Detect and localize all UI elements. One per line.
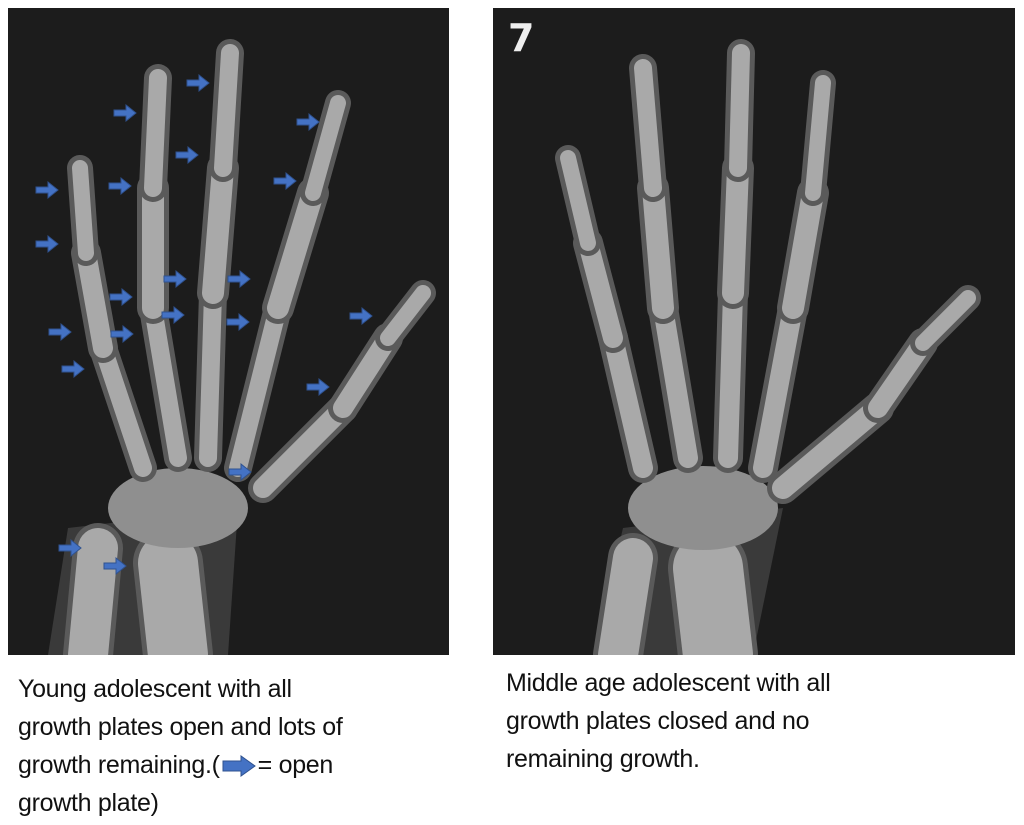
growth-plate-arrow-icon	[186, 73, 210, 93]
growth-plate-arrow-icon	[227, 269, 251, 289]
phalanx-bone	[229, 299, 287, 477]
carpal-bones	[628, 466, 778, 550]
phalanx-bone	[782, 182, 824, 319]
caption-line: growth plates open and lots of	[18, 713, 343, 741]
caption-line: Middle age adolescent with all	[506, 669, 831, 697]
forearm-bone	[598, 538, 653, 655]
right-caption: Middle age adolescent with all growth pl…	[506, 664, 831, 778]
caption-line: growth remaining.( = open	[18, 746, 343, 784]
phalanx-bone	[305, 95, 346, 201]
growth-plate-arrow-icon	[110, 324, 134, 344]
phalanx-bone	[722, 157, 749, 304]
forearm-bone	[68, 528, 118, 655]
phalanx-bone	[267, 182, 324, 319]
caption-line: remaining growth.	[506, 745, 700, 773]
thumb-bone	[333, 328, 398, 418]
thumb-bone	[380, 285, 431, 346]
growth-plate-arrow-icon	[349, 306, 373, 326]
phalanx-bone	[72, 160, 94, 261]
phalanx-bone	[729, 44, 750, 177]
growth-plate-arrow-icon	[273, 171, 297, 191]
phalanx-bone	[634, 59, 662, 197]
phalanx-bone	[753, 298, 803, 478]
growth-plate-arrow-icon	[109, 287, 133, 307]
phalanx-bone	[560, 150, 596, 251]
growth-plate-arrow-icon	[61, 359, 85, 379]
caption-line: growth plates closed and no	[506, 707, 810, 735]
growth-plate-arrow-icon	[35, 180, 59, 200]
growth-plate-arrow-icon	[58, 538, 82, 558]
phalanx-bone	[642, 177, 674, 319]
caption-text: = open	[257, 751, 334, 779]
thumb-bone	[868, 333, 933, 418]
caption-text: growth remaining.(	[18, 751, 220, 779]
growth-plate-arrow-icon	[103, 556, 127, 576]
phalanx-bone	[603, 328, 653, 478]
phalanx-bone	[653, 298, 698, 468]
growth-plate-arrow-icon	[113, 103, 137, 123]
phalanx-bone	[214, 44, 239, 177]
growth-plate-arrow-icon	[228, 462, 252, 482]
phalanx-bone	[202, 157, 234, 304]
growth-plate-arrow-icon	[296, 112, 320, 132]
growth-plate-arrow-icon	[175, 145, 199, 165]
growth-plate-arrow-icon	[226, 312, 250, 332]
hand-xray-image	[555, 39, 981, 655]
growth-plate-arrow-icon	[48, 322, 72, 342]
left-caption: Young adolescent with all growth plates …	[18, 670, 343, 822]
phalanx-bone	[805, 75, 831, 201]
caption-line: Young adolescent with all	[18, 675, 292, 703]
forearm-bone	[138, 533, 208, 655]
young-adolescent-hand-xray	[8, 8, 449, 655]
hand-xray-image	[35, 39, 436, 655]
phalanx-bone	[718, 283, 743, 468]
phalanx-bone	[144, 299, 187, 467]
caption-line: growth plate)	[18, 789, 159, 817]
growth-plate-arrow-icon	[163, 269, 187, 289]
phalanx-bone	[94, 339, 152, 477]
thumb-bone	[253, 398, 353, 498]
film-marker: 7	[508, 16, 535, 60]
thumb-bone	[915, 290, 976, 351]
forearm-bone	[673, 533, 753, 655]
phalanx-bone	[578, 233, 623, 348]
thumb-bone	[772, 397, 889, 499]
right-arrow-icon	[222, 755, 256, 778]
middle-adolescent-hand-xray: 7	[493, 8, 1015, 655]
carpal-bones	[108, 468, 248, 548]
phalanx-bone	[76, 243, 113, 358]
growth-plate-arrow-icon	[306, 377, 330, 397]
phalanx-bone	[144, 69, 167, 197]
growth-plate-arrow-icon	[108, 176, 132, 196]
growth-plate-arrow-icon	[35, 234, 59, 254]
phalanx-bone	[199, 284, 222, 467]
growth-plate-arrow-icon	[161, 305, 185, 325]
